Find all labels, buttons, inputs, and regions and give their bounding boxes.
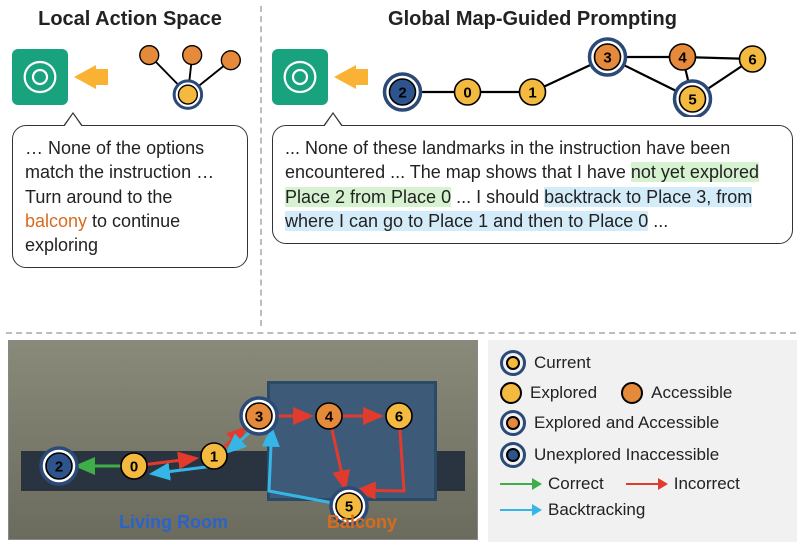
legend-unexplored: Unexplored Inaccessible (500, 442, 785, 468)
gpt-icon (12, 49, 68, 105)
svg-text:4: 4 (325, 409, 334, 426)
local-speech: … None of the options match the instruct… (12, 125, 248, 268)
svg-text:5: 5 (688, 92, 696, 109)
legend-label: Current (534, 353, 591, 373)
legend-label: Incorrect (674, 474, 740, 494)
legend-explored-accessible: Explored and Accessible (500, 410, 785, 436)
arrow-icon (74, 65, 96, 89)
global-graph: 2 0 1 3 4 6 5 (362, 37, 793, 117)
local-panel: Local Action Space … None of the options… (0, 0, 260, 330)
svg-text:0: 0 (130, 459, 138, 476)
speech-text: ... I should (451, 187, 544, 207)
arrow-icon (334, 65, 356, 89)
speech-text: ... (648, 211, 668, 231)
svg-text:2: 2 (398, 85, 406, 102)
global-header: 2 0 1 3 4 6 5 (272, 37, 793, 117)
divider-horizontal (6, 332, 796, 334)
svg-text:2: 2 (55, 459, 63, 476)
legend-label: Explored (530, 383, 597, 403)
svg-text:4: 4 (678, 50, 687, 67)
gpt-icon (272, 49, 328, 105)
living-room-label: Living Room (119, 512, 228, 533)
legend: Current Explored Accessible Explored and… (488, 340, 797, 542)
legend-current: Current (500, 350, 785, 376)
legend-label: Backtracking (548, 500, 645, 520)
svg-text:6: 6 (395, 409, 403, 426)
global-panel: Global Map-Guided Prompting 2 0 1 3 4 6 5 ... … (260, 0, 805, 330)
balcony-label: Balcony (327, 512, 397, 533)
legend-label: Unexplored Inaccessible (534, 445, 719, 465)
svg-text:3: 3 (603, 50, 611, 67)
svg-text:1: 1 (210, 449, 218, 466)
local-graph (102, 37, 248, 117)
svg-text:0: 0 (463, 85, 471, 102)
legend-correct-incorrect: Correct Incorrect (500, 474, 785, 494)
legend-explored-accessible-row: Explored Accessible (500, 382, 785, 404)
legend-label: Accessible (651, 383, 732, 403)
local-title: Local Action Space (12, 8, 248, 31)
global-speech: ... None of these landmarks in the instr… (272, 125, 793, 244)
svg-text:6: 6 (748, 52, 756, 69)
global-title: Global Map-Guided Prompting (272, 8, 793, 31)
legend-backtrack: Backtracking (500, 500, 785, 520)
divider-vertical (260, 6, 262, 326)
top-row: Local Action Space … None of the options… (0, 0, 805, 330)
legend-label: Correct (548, 474, 604, 494)
speech-hl: balcony (25, 211, 87, 231)
map-image: 2013465 Living Room Balcony (8, 340, 478, 540)
svg-text:1: 1 (528, 85, 536, 102)
svg-text:3: 3 (255, 409, 263, 426)
speech-text: … None of the options match the instruct… (25, 138, 214, 207)
map-overlay: 2013465 (9, 341, 477, 539)
bottom-row: 2013465 Living Room Balcony Current Expl… (8, 340, 797, 542)
local-header (12, 37, 248, 117)
legend-label: Explored and Accessible (534, 413, 719, 433)
